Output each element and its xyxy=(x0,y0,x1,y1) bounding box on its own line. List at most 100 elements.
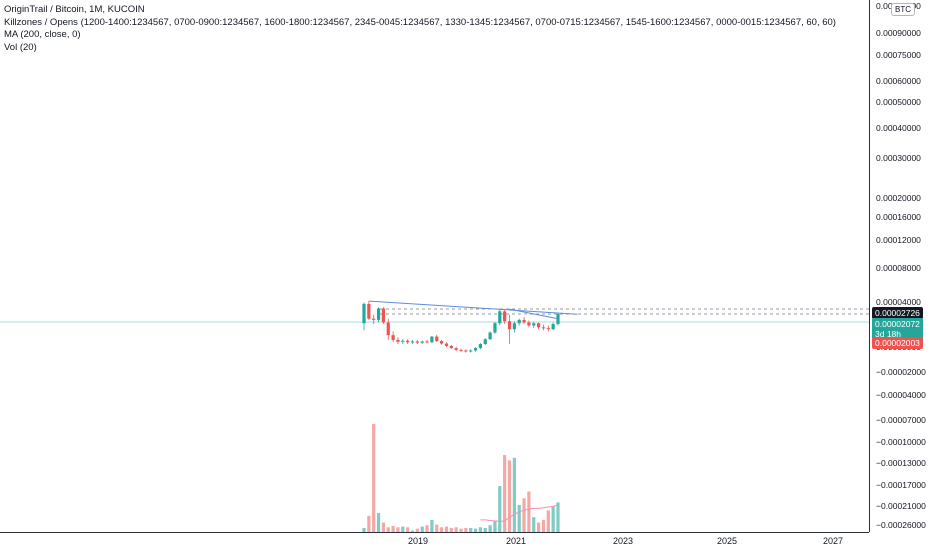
candle-body xyxy=(507,321,512,330)
candle-body xyxy=(415,341,419,343)
volume-bar xyxy=(473,528,478,532)
volume-bar xyxy=(483,527,487,532)
candle-body xyxy=(551,323,555,330)
price-tag: 0.00002003 xyxy=(872,337,923,349)
volume-bar xyxy=(386,527,390,532)
volume-bar xyxy=(507,460,512,532)
price-tick-label: −0.00010000 xyxy=(876,437,926,447)
candle-body xyxy=(435,336,439,342)
volume-bar xyxy=(430,519,434,532)
price-tick-label: 0.00090000 xyxy=(876,28,921,38)
candle-body xyxy=(396,339,400,342)
price-tick-label: −0.00017000 xyxy=(876,480,926,490)
volume-bar xyxy=(401,526,405,532)
price-tick-label: −0.00026000 xyxy=(876,520,926,530)
volume-bar xyxy=(517,505,521,532)
candle-body xyxy=(367,303,371,319)
candle-body xyxy=(454,348,458,350)
time-tick-label: 2021 xyxy=(505,536,527,546)
trendline xyxy=(368,300,578,315)
candle-body xyxy=(483,339,487,344)
volume-bar xyxy=(551,506,555,532)
volume-bar xyxy=(498,486,502,532)
volume-bar xyxy=(440,527,444,532)
volume-bar xyxy=(372,424,376,532)
candle-body xyxy=(537,323,541,328)
candle-body xyxy=(473,348,478,351)
price-tick-label: 0.00012000 xyxy=(876,235,921,245)
volume-bar xyxy=(410,530,415,532)
chart-canvas[interactable] xyxy=(0,0,869,532)
legend-volume[interactable]: Vol (20) xyxy=(4,41,37,53)
trendline xyxy=(509,308,559,320)
volume-bar xyxy=(415,528,419,532)
price-tick-label: −0.00002000 xyxy=(876,367,926,377)
time-tick-label: 2027 xyxy=(822,536,844,546)
volume-bar xyxy=(362,527,366,532)
volume-bar xyxy=(367,515,371,532)
volume-bar xyxy=(425,525,429,532)
volume-bar xyxy=(478,527,482,532)
candle-body xyxy=(522,319,526,323)
candle-body xyxy=(372,318,376,320)
volume-bar xyxy=(522,498,526,532)
price-scale[interactable]: 0.001000000.000900000.000750000.00060000… xyxy=(869,0,932,532)
price-tick-label: 0.00016000 xyxy=(876,212,921,222)
price-tag-value: 0.00002072 xyxy=(875,319,920,329)
chart-legend: OriginTrail / Bitcoin, 1M, KUCOIN Killzo… xyxy=(4,4,836,54)
price-tick-label: 0.00004000 xyxy=(876,297,921,307)
price-tag: 0.00002726 xyxy=(872,307,923,319)
volume-bar xyxy=(493,521,497,532)
volume-bar xyxy=(546,510,550,532)
ma-line xyxy=(480,504,559,522)
candle-body xyxy=(527,322,531,326)
time-tick-label: 2025 xyxy=(716,536,738,546)
volume-bar xyxy=(512,457,516,532)
candle-body xyxy=(546,328,550,330)
price-tick-label: 0.00075000 xyxy=(876,50,921,60)
volume-bar xyxy=(532,517,536,532)
candle-body xyxy=(449,345,453,349)
candle-body xyxy=(425,341,429,343)
volume-bar xyxy=(449,527,453,532)
volume-bar xyxy=(469,527,473,532)
candle-body xyxy=(512,323,516,330)
volume-bar xyxy=(488,525,492,532)
candle-body xyxy=(376,308,381,320)
candle-body xyxy=(478,344,482,349)
candle-body xyxy=(498,311,502,324)
volume-bar xyxy=(464,527,468,532)
candle-body xyxy=(444,343,449,346)
price-tick-label: −0.00013000 xyxy=(876,458,926,468)
volume-bar xyxy=(391,525,395,532)
volume-bar xyxy=(444,526,449,532)
time-scale[interactable]: 2019 2021 2023 2025 2027 xyxy=(0,532,869,550)
volume-bar xyxy=(420,526,424,532)
candle-body xyxy=(488,332,492,340)
candle-body xyxy=(517,319,521,324)
price-tick-label: 0.00030000 xyxy=(876,153,921,163)
price-tick-label: −0.00007000 xyxy=(876,415,926,425)
price-tick-label: 0.00060000 xyxy=(876,76,921,86)
candle-body xyxy=(410,341,415,343)
price-tag-value: 0.00002003 xyxy=(875,338,920,348)
candle-body xyxy=(420,341,424,343)
volume-bar xyxy=(541,519,546,532)
currency-badge[interactable]: BTC xyxy=(891,3,915,16)
candle-body xyxy=(469,350,473,352)
legend-ma[interactable]: MA (200, close, 0) xyxy=(4,29,81,40)
chart-area[interactable]: OriginTrail / Bitcoin, 1M, KUCOIN Killzo… xyxy=(0,0,869,532)
candle-body xyxy=(493,323,497,333)
legend-killzones[interactable]: Killzones / Opens (1200-1400:1234567, 07… xyxy=(4,16,836,28)
volume-bar xyxy=(406,527,410,532)
price-tick-label: 0.00008000 xyxy=(876,263,921,273)
price-tick-label: −0.00021000 xyxy=(876,501,926,511)
volume-bar xyxy=(396,527,400,532)
volume-bar xyxy=(381,522,385,532)
candle-body xyxy=(386,322,390,336)
candle-body xyxy=(541,327,546,329)
price-tick-label: 0.00020000 xyxy=(876,193,921,203)
price-tick-label: 0.00050000 xyxy=(876,97,921,107)
candle-body xyxy=(532,323,536,326)
legend-symbol[interactable]: OriginTrail / Bitcoin, 1M, KUCOIN xyxy=(4,4,145,15)
